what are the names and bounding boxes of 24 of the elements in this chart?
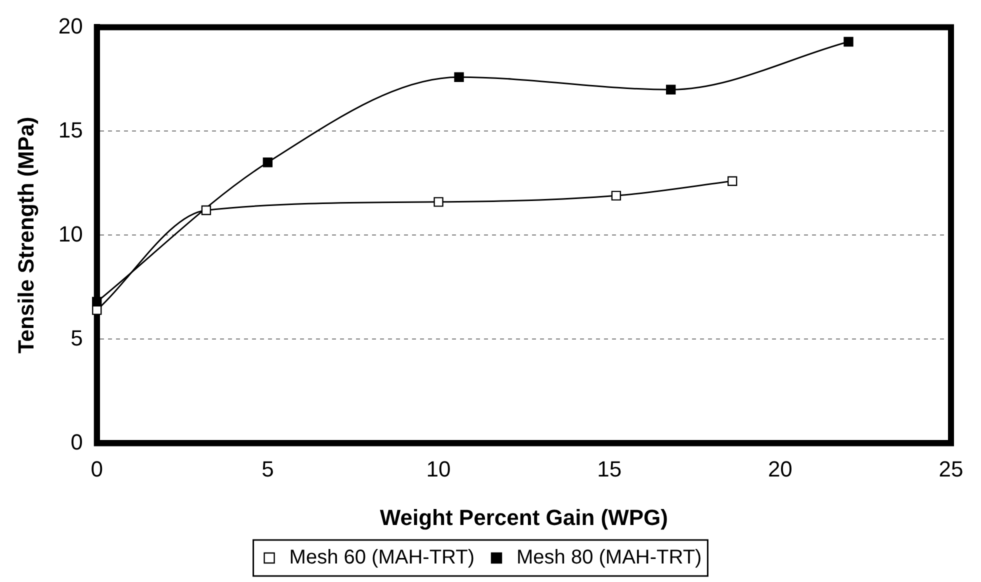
x-tick-label: 0 <box>90 456 103 482</box>
x-tick-label: 10 <box>426 456 451 482</box>
point <box>728 176 738 186</box>
point <box>666 84 676 94</box>
x-tick-label: 25 <box>938 456 964 482</box>
legend-label: Mesh 60 (MAH-TRT) <box>289 546 475 569</box>
point <box>92 305 102 315</box>
point <box>262 158 273 168</box>
y-tick-label: 20 <box>58 13 83 38</box>
point <box>844 36 854 47</box>
x-tick-label: 20 <box>768 456 792 482</box>
y-tick-label: 10 <box>58 221 83 246</box>
y-tick-label: 0 <box>70 429 83 454</box>
y-axis-title: Tensile Strength (MPa) <box>13 116 38 354</box>
x-tick-label: 15 <box>597 456 622 482</box>
y-tick-label: 15 <box>58 117 83 142</box>
point <box>434 197 444 207</box>
legend-label: Mesh 80 (MAH-TRT) <box>516 546 702 569</box>
x-axis-title: Weight Percent Gain (WPG) <box>380 504 668 530</box>
point <box>201 205 212 216</box>
point <box>454 72 464 82</box>
x-tick-label: 5 <box>262 456 274 482</box>
point <box>611 190 622 201</box>
y-tick-label: 5 <box>70 325 83 350</box>
